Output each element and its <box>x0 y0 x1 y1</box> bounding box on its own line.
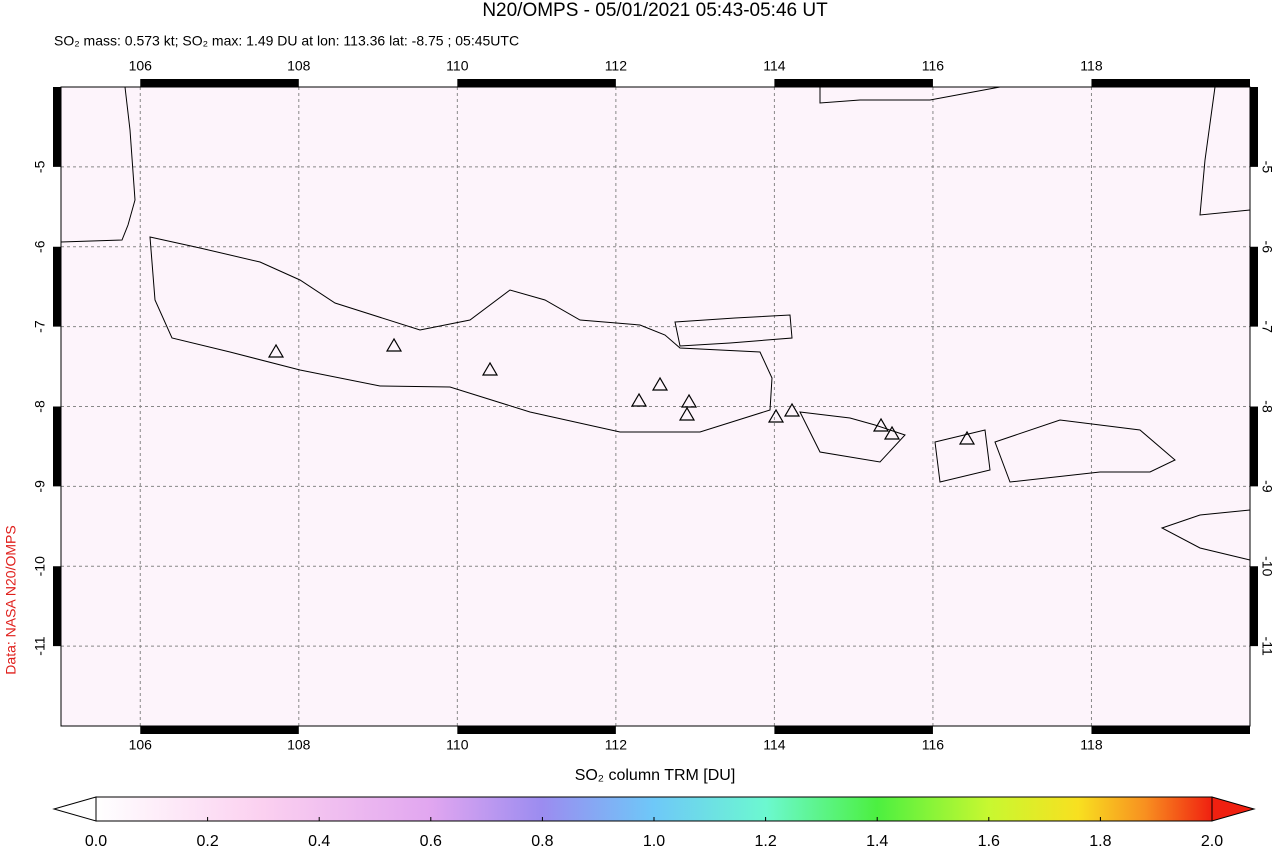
grid <box>61 87 1250 726</box>
colorbar-tick-label: 1.8 <box>1089 833 1111 850</box>
colorbar-tick-label: 1.4 <box>866 833 888 850</box>
colorbar-label: SO₂ column TRM [DU] <box>575 767 736 784</box>
x-tick-label: 114 <box>763 58 786 74</box>
edge-bar <box>1250 87 1258 167</box>
title: N20/OMPS - 05/01/2021 05:43-05:46 UT <box>482 0 828 21</box>
x-tick-label: 118 <box>1080 737 1103 753</box>
x-tick-label: 106 <box>129 58 153 74</box>
y-tick-label: -9 <box>1259 480 1272 493</box>
volcano <box>385 337 403 352</box>
volcanoes <box>267 337 976 445</box>
volcano <box>680 393 698 408</box>
y-tick-label: -6 <box>32 240 48 253</box>
x-tick-label: 118 <box>1080 58 1103 74</box>
colorbar-tick-label: 2.0 <box>1201 833 1223 850</box>
colorbar-under <box>52 796 97 822</box>
credit: Data: NASA N20/OMPS <box>3 525 19 674</box>
y-tick-label: -6 <box>1259 241 1272 254</box>
y-tick-label: -5 <box>32 160 48 173</box>
edge-bar <box>53 566 61 647</box>
volcano <box>958 430 976 445</box>
colorbar-tick-label: 1.2 <box>754 833 776 850</box>
subtitle: SO₂ mass: 0.573 kt; SO₂ max: 1.49 DU at … <box>54 33 519 49</box>
volcano <box>783 402 801 417</box>
colorbar-tick-label: 0.6 <box>420 833 442 850</box>
edge-bar <box>1091 726 1250 734</box>
volcano <box>678 406 696 421</box>
edge-bar <box>53 406 61 487</box>
volcano <box>883 425 901 440</box>
y-tick-label: -8 <box>32 400 48 413</box>
y-tick-label: -8 <box>1259 400 1272 413</box>
edge-bar <box>457 726 616 734</box>
volcano <box>651 376 669 391</box>
edge-bar <box>1250 566 1258 647</box>
y-tick-label: -11 <box>32 636 48 655</box>
y-tick-label: -10 <box>1259 556 1272 576</box>
x-tick-label: 110 <box>446 737 469 753</box>
edge-bar <box>140 726 299 734</box>
colorbar-over <box>1211 796 1256 822</box>
colorbar-tick-label: 1.6 <box>978 833 1000 850</box>
x-tick-label: 110 <box>446 58 469 74</box>
y-tick-label: -11 <box>1259 637 1272 656</box>
volcano <box>872 417 890 432</box>
y-tick-label: -7 <box>1259 320 1272 333</box>
edge-bar <box>53 87 61 167</box>
coastline <box>149 236 773 433</box>
x-tick-label: 114 <box>763 737 786 753</box>
volcano <box>267 343 285 358</box>
x-tick-label: 116 <box>922 737 945 753</box>
x-tick-label: 106 <box>129 737 153 753</box>
edge-bar <box>774 726 933 734</box>
coastline <box>799 411 906 463</box>
coastline <box>60 86 136 243</box>
coastline <box>1160 509 1251 561</box>
volcano <box>630 392 648 407</box>
x-tick-label: 112 <box>605 737 628 753</box>
y-tick-label: -9 <box>32 480 48 493</box>
edge-bar <box>774 79 933 87</box>
edge-bar <box>1091 79 1250 87</box>
colorbar-tick-label: 0.8 <box>531 833 553 850</box>
colorbar-tick-label: 0.4 <box>308 833 330 850</box>
x-tick-label: 108 <box>287 58 311 74</box>
colorbar-tick-label: 0.2 <box>196 833 218 850</box>
x-tick-label: 112 <box>605 58 628 74</box>
coastline <box>1199 86 1251 216</box>
coastline <box>994 419 1176 483</box>
volcano <box>481 361 499 376</box>
y-tick-label: -10 <box>32 556 48 576</box>
y-tick-label: -7 <box>32 320 48 333</box>
edge-bar <box>140 79 299 87</box>
volcano <box>767 408 785 423</box>
colorbar-tick-label: 0.0 <box>85 833 107 850</box>
x-tick-label: 108 <box>287 737 311 753</box>
y-tick-label: -5 <box>1259 161 1272 174</box>
edge-bar <box>1250 246 1258 327</box>
edge-bar <box>1250 406 1258 487</box>
x-tick-label: 116 <box>922 58 945 74</box>
edge-bar <box>457 79 616 87</box>
coastline <box>819 86 1001 104</box>
edge-bar <box>53 246 61 327</box>
coastline <box>674 314 793 347</box>
colorbar-tick-label: 1.0 <box>643 833 665 850</box>
